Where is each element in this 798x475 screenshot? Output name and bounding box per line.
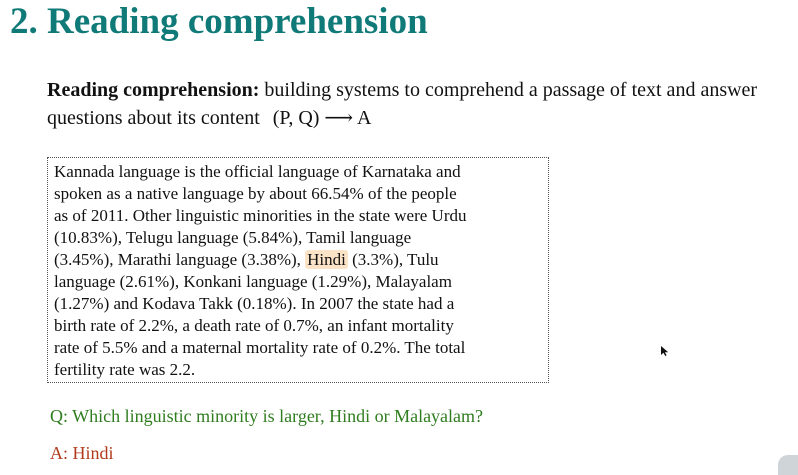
passage-line: Kannada language is the official languag… (54, 162, 461, 181)
passage-line: language (2.61%), Konkani language (1.29… (54, 272, 452, 291)
passage-line: as of 2011. Other linguistic minorities … (54, 206, 467, 225)
definition: Reading comprehension: building systems … (47, 76, 797, 132)
passage-line: rate of 5.5% and a maternal mortality ra… (54, 338, 466, 357)
slide-title: 2. Reading comprehension (10, 1, 428, 42)
definition-term: Reading comprehension: (47, 79, 260, 101)
passage-line: (1.27%) and Kodava Takk (0.18%). In 2007… (54, 294, 455, 313)
definition-text: building systems to comprehend a passage… (47, 79, 758, 129)
passage-line: spoken as a native language by about 66.… (54, 184, 457, 203)
passage-line: (3.45%), Marathi language (3.38%), Hindi… (54, 249, 439, 271)
corner-control[interactable] (778, 455, 798, 475)
definition-formula: (P, Q) ⟶ A (272, 107, 372, 129)
question: Q: Which linguistic minority is larger, … (50, 406, 484, 426)
passage-line: birth rate of 2.2%, a death rate of 0.7%… (54, 316, 454, 335)
highlighted-answer-span: Hindi (305, 250, 348, 269)
answer: A: Hindi (50, 443, 114, 463)
mouse-pointer-icon (661, 346, 669, 356)
passage-line: fertility rate was 2.2. (54, 360, 196, 379)
passage-text: (3.3%), Tulu (347, 250, 439, 269)
passage-box: Kannada language is the official languag… (47, 157, 549, 383)
passage-text: (3.45%), Marathi language (3.38%), (54, 250, 306, 269)
passage-line: (10.83%), Telugu language (5.84%), Tamil… (54, 228, 412, 247)
